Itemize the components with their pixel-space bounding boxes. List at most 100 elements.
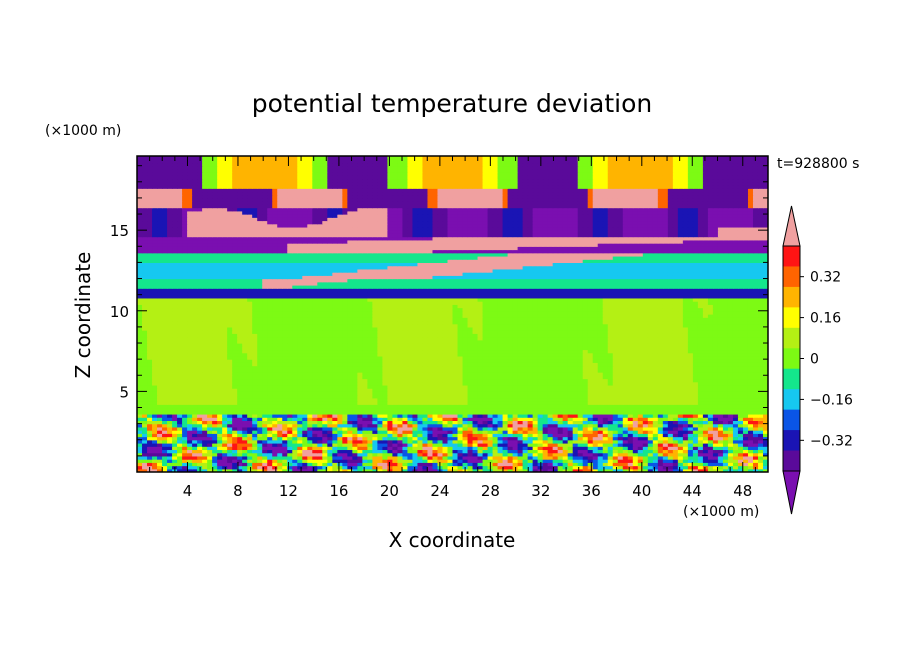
heatmap-cell [342,388,348,392]
heatmap-cell [507,430,514,434]
heatmap-cell [182,352,188,357]
heatmap-cell [337,362,343,367]
heatmap-cell [722,365,729,370]
heatmap-cell [652,465,659,470]
heatmap-cell [487,442,494,447]
heatmap-cell [342,401,348,405]
heatmap-cell [292,468,298,472]
heatmap-cell [667,388,674,392]
heatmap-cell [612,449,619,454]
heatmap-cell [567,439,574,444]
heatmap-cell [387,446,394,451]
heatmap-cell [362,442,368,447]
heatmap-cell [557,349,564,354]
heatmap-cell [557,410,564,415]
heatmap-cell [742,449,749,454]
heatmap-cell [332,442,338,447]
heatmap-cell [217,417,223,421]
heatmap-cell [732,401,739,405]
heatmap-cell [147,349,153,354]
heatmap-cell [632,352,639,357]
heatmap-cell [742,346,749,351]
heatmap-cell [282,439,288,444]
heatmap-cell [592,459,599,463]
heatmap-cell [322,423,328,428]
heatmap-cell [417,452,424,457]
heatmap-cell [722,349,729,354]
heatmap-cell [237,423,243,428]
heatmap-cell [742,439,749,444]
heatmap-cell [517,352,524,357]
heatmap-cell [522,462,529,467]
heatmap-cell [642,384,649,389]
heatmap-cell [162,397,168,402]
heatmap-cell [652,346,659,351]
heatmap-cell [512,449,519,454]
heatmap-cell [277,459,283,463]
heatmap-cell [517,391,524,396]
heatmap-cell [387,433,394,438]
heatmap-cell [417,401,424,405]
heatmap-cell [417,459,424,463]
heatmap-cell [592,352,599,357]
heatmap-cell [567,404,574,409]
heatmap-cell [252,355,258,360]
heatmap-cell [647,430,654,434]
heatmap-cell [637,388,644,392]
heatmap-cell [762,430,768,434]
heatmap-cell [497,436,504,441]
heatmap-cell [232,455,238,460]
heatmap-cell [272,349,278,354]
heatmap-cell [377,446,383,451]
heatmap-cell [722,468,729,472]
heatmap-cell [217,465,223,470]
heatmap-cell [142,410,148,415]
heatmap-cell [242,388,248,392]
heatmap-cell [757,391,764,396]
heatmap-cell [722,401,729,405]
heatmap-cell [387,410,394,415]
heatmap-cell [262,420,268,425]
heatmap-cell [137,442,143,447]
heatmap-cell [587,381,594,386]
heatmap-cell [142,423,148,428]
heatmap-cell [637,397,644,402]
heatmap-cell [232,420,238,425]
heatmap-cell [572,465,579,470]
heatmap-cell [622,462,629,467]
heatmap-cell [267,423,273,428]
heatmap-cell [707,372,714,376]
heatmap-cell [542,355,549,360]
heatmap-cell [357,384,363,389]
heatmap-cell [642,468,649,472]
heatmap-cell [317,462,323,467]
heatmap-cell [727,388,734,392]
heatmap-cell [582,417,589,421]
heatmap-cell [762,346,768,351]
heatmap-cell [667,449,674,454]
heatmap-cell [727,362,734,367]
heatmap-cell [737,410,744,415]
heatmap-cell [362,362,368,367]
heatmap-cell [237,378,243,383]
heatmap-cell [457,426,464,431]
heatmap-cell [752,417,759,421]
heatmap-cell [692,455,699,460]
heatmap-cell [222,442,228,447]
heatmap-cell [597,368,604,373]
heatmap-cell [492,355,499,360]
heatmap-cell [342,426,348,431]
heatmap-cell [182,404,188,409]
heatmap-cell [512,343,519,347]
heatmap-cell [157,346,163,351]
heatmap-cell [667,346,674,351]
heatmap-cell [722,455,729,460]
heatmap-cell [397,417,404,421]
heatmap-cell [732,442,739,447]
heatmap-cell [202,375,208,380]
heatmap-cell [417,362,424,367]
heatmap-cell [627,468,634,472]
heatmap-cell [732,462,739,467]
heatmap-cell [592,404,599,409]
heatmap-cell [167,413,173,418]
